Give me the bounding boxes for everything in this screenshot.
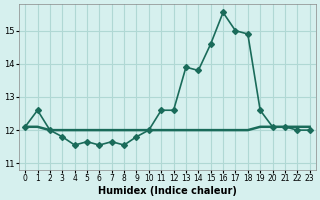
X-axis label: Humidex (Indice chaleur): Humidex (Indice chaleur) bbox=[98, 186, 237, 196]
